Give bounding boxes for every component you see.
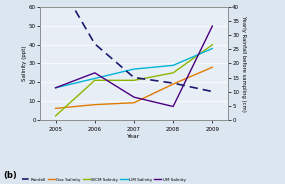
- Line: LIM Salinity: LIM Salinity: [56, 49, 212, 88]
- LIM Salinity: [132, 68, 136, 70]
- UM Salinity: [211, 25, 214, 27]
- Y-axis label: Salinity (ppt): Salinity (ppt): [22, 46, 27, 81]
- Y-axis label: Yearly Rainfall before sampling (cm): Yearly Rainfall before sampling (cm): [241, 15, 246, 112]
- LIM Salinity: [93, 77, 96, 79]
- WCM Salinity: [211, 44, 214, 46]
- Rainfall: [171, 82, 175, 84]
- LIM Salinity: [211, 47, 214, 50]
- Gac Salinity: [171, 83, 175, 85]
- LIM Salinity: [171, 64, 175, 66]
- UM Salinity: [93, 72, 96, 74]
- Legend: Rainfall, Gac Salinity, WCM Salinity, LIM Salinity, UM Salinity: Rainfall, Gac Salinity, WCM Salinity, LI…: [22, 178, 186, 182]
- WCM Salinity: [93, 79, 96, 81]
- WCM Salinity: [54, 115, 57, 117]
- WCM Salinity: [171, 72, 175, 74]
- Line: UM Salinity: UM Salinity: [56, 26, 212, 107]
- Gac Salinity: [93, 104, 96, 106]
- UM Salinity: [171, 105, 175, 108]
- Line: Rainfall: Rainfall: [56, 0, 212, 92]
- Line: WCM Salinity: WCM Salinity: [56, 45, 212, 116]
- Gac Salinity: [211, 66, 214, 68]
- Gac Salinity: [54, 107, 57, 109]
- UM Salinity: [132, 96, 136, 98]
- Rainfall: [211, 91, 214, 93]
- Rainfall: [93, 43, 96, 45]
- LIM Salinity: [54, 87, 57, 89]
- WCM Salinity: [132, 79, 136, 81]
- UM Salinity: [54, 87, 57, 89]
- Rainfall: [132, 76, 136, 79]
- Text: (b): (b): [3, 171, 17, 180]
- X-axis label: Year: Year: [127, 134, 141, 139]
- Gac Salinity: [132, 102, 136, 104]
- Line: Gac Salinity: Gac Salinity: [56, 67, 212, 108]
